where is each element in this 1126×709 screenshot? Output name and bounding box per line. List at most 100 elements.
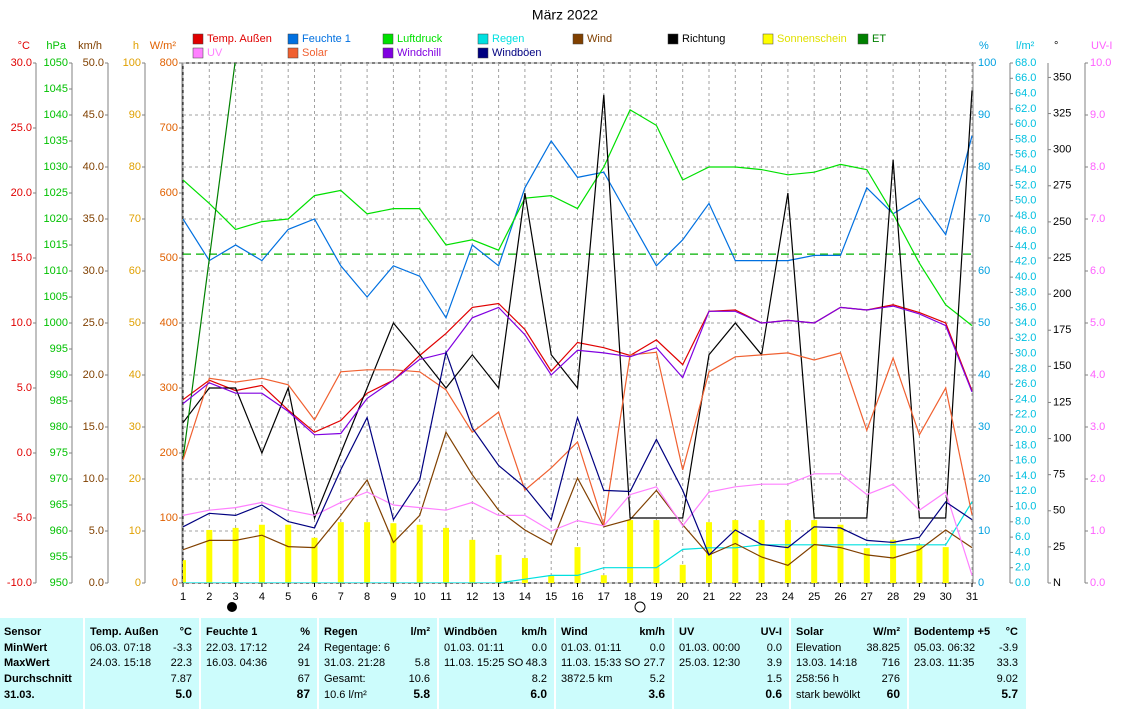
y-tick-label: 10.0 bbox=[1090, 57, 1111, 69]
x-tick-label: 2 bbox=[206, 591, 212, 603]
bar bbox=[495, 554, 502, 583]
x-tick-label: 24 bbox=[782, 591, 794, 603]
table-header: Sensor bbox=[4, 626, 42, 638]
cell-label: 05.03. 06:32 bbox=[914, 642, 975, 654]
y-tick-label: 800 bbox=[160, 57, 178, 69]
y-tick-label: 500 bbox=[160, 252, 178, 264]
cell-value: 276 bbox=[882, 673, 900, 685]
y-tick-label: 38.0 bbox=[1015, 286, 1036, 298]
y-tick-label: 3.0 bbox=[1090, 421, 1105, 433]
legend-swatch bbox=[192, 47, 204, 59]
panel-title: Solar bbox=[796, 626, 824, 638]
y-tick-label: 90 bbox=[978, 109, 990, 121]
axis-title: h bbox=[133, 40, 139, 52]
bar bbox=[942, 547, 949, 583]
cell-value: 67 bbox=[298, 673, 310, 685]
cell-label: 13.03. 14:18 bbox=[796, 657, 857, 669]
x-tick-label: 10 bbox=[414, 591, 426, 603]
y-tick-label: 44.0 bbox=[1015, 240, 1036, 252]
bar bbox=[521, 558, 528, 583]
moon-full bbox=[634, 601, 646, 613]
legend-swatch bbox=[477, 47, 489, 59]
cell-value: 8.2 bbox=[532, 673, 547, 685]
y-tick-label: 60 bbox=[978, 265, 990, 277]
x-tick-label: 26 bbox=[834, 591, 846, 603]
cell-value: 27.7 bbox=[644, 657, 665, 669]
y-tick-label: 28.0 bbox=[1015, 363, 1036, 375]
y-tick-label: 54.0 bbox=[1015, 164, 1036, 176]
cell-value: 5.0 bbox=[175, 687, 192, 701]
legend-label: Richtung bbox=[682, 33, 725, 45]
cell-value: -3.3 bbox=[173, 642, 192, 654]
bar bbox=[311, 537, 318, 583]
y-tick-label: 64.0 bbox=[1015, 87, 1036, 99]
table-background bbox=[0, 618, 1026, 709]
y-tick-label: 20.0 bbox=[1015, 424, 1036, 436]
x-tick-label: 30 bbox=[940, 591, 952, 603]
y-tick-label: 80 bbox=[129, 161, 141, 173]
cell-value: 0.0 bbox=[767, 642, 782, 654]
y-tick-label: 100 bbox=[123, 57, 141, 69]
cell-value: 716 bbox=[882, 657, 900, 669]
y-tick-label: 10.0 bbox=[11, 317, 32, 329]
bar bbox=[784, 520, 791, 583]
cell-value: 87 bbox=[297, 687, 311, 701]
y-tick-label: 90 bbox=[129, 109, 141, 121]
axis-title: W/m² bbox=[150, 40, 177, 52]
x-tick-label: 16 bbox=[571, 591, 583, 603]
panel-title: UV bbox=[679, 626, 695, 638]
y-tick-label: 70 bbox=[129, 213, 141, 225]
y-tick-label: 0.0 bbox=[1090, 577, 1105, 589]
y-tick-label: 40 bbox=[978, 369, 990, 381]
y-tick-label: 100 bbox=[978, 57, 996, 69]
x-tick-label: 21 bbox=[703, 591, 715, 603]
bar bbox=[732, 520, 739, 583]
cell-label: 10.6 l/m² bbox=[324, 689, 367, 701]
x-tick-label: 20 bbox=[677, 591, 689, 603]
y-tick-label: 30 bbox=[129, 421, 141, 433]
cell-label: 24.03. 15:18 bbox=[90, 657, 151, 669]
y-tick-label: 200 bbox=[160, 447, 178, 459]
bar bbox=[916, 545, 923, 583]
panel-unit: °C bbox=[1006, 626, 1018, 638]
bar bbox=[443, 527, 449, 583]
bar bbox=[811, 520, 818, 583]
x-tick-label: 18 bbox=[624, 591, 636, 603]
legend-label: Regen bbox=[492, 33, 524, 45]
cell-label: 23.03. 11:35 bbox=[914, 657, 974, 669]
y-tick-label: 275 bbox=[1053, 180, 1071, 192]
cell-value: 0.0 bbox=[532, 642, 547, 654]
y-tick-label: 250 bbox=[1053, 216, 1071, 228]
panel-unit: UV-I bbox=[761, 626, 782, 638]
cell-value: 38.825 bbox=[866, 642, 900, 654]
y-tick-label: 26.0 bbox=[1015, 378, 1036, 390]
y-tick-label: 1020 bbox=[44, 213, 68, 225]
y-tick-label: 1010 bbox=[44, 265, 68, 277]
x-tick-label: 13 bbox=[492, 591, 504, 603]
axis-title: ° bbox=[1054, 40, 1058, 52]
cell-label: 01.03. 00:00 bbox=[679, 642, 740, 654]
cell-label: 22.03. 17:12 bbox=[206, 642, 267, 654]
row-label: MaxWert bbox=[4, 657, 50, 669]
y-tick-label: 1045 bbox=[44, 83, 68, 95]
y-tick-label: 30.0 bbox=[11, 57, 32, 69]
y-tick-label: 1005 bbox=[44, 291, 68, 303]
y-tick-label: 34.0 bbox=[1015, 317, 1036, 329]
legend-label: Temp. Außen bbox=[207, 33, 272, 45]
y-tick-label: 980 bbox=[50, 421, 68, 433]
cell-value: 48.3 bbox=[526, 657, 547, 669]
legend-label: Wind bbox=[587, 33, 612, 45]
y-tick-label: 700 bbox=[160, 122, 178, 134]
y-tick-label: 7.0 bbox=[1090, 213, 1105, 225]
y-tick-label: 350 bbox=[1053, 71, 1071, 83]
y-tick-label: 45.0 bbox=[83, 109, 104, 121]
y-tick-label: 20.0 bbox=[83, 369, 104, 381]
bar bbox=[706, 522, 712, 583]
legend-swatch bbox=[287, 33, 299, 45]
x-tick-label: 8 bbox=[364, 591, 370, 603]
bar bbox=[548, 575, 555, 583]
legend-swatch bbox=[857, 33, 869, 45]
cell-label: 16.03. 04:36 bbox=[206, 657, 267, 669]
y-tick-label: 42.0 bbox=[1015, 256, 1036, 268]
y-tick-label: 15.0 bbox=[11, 252, 32, 264]
